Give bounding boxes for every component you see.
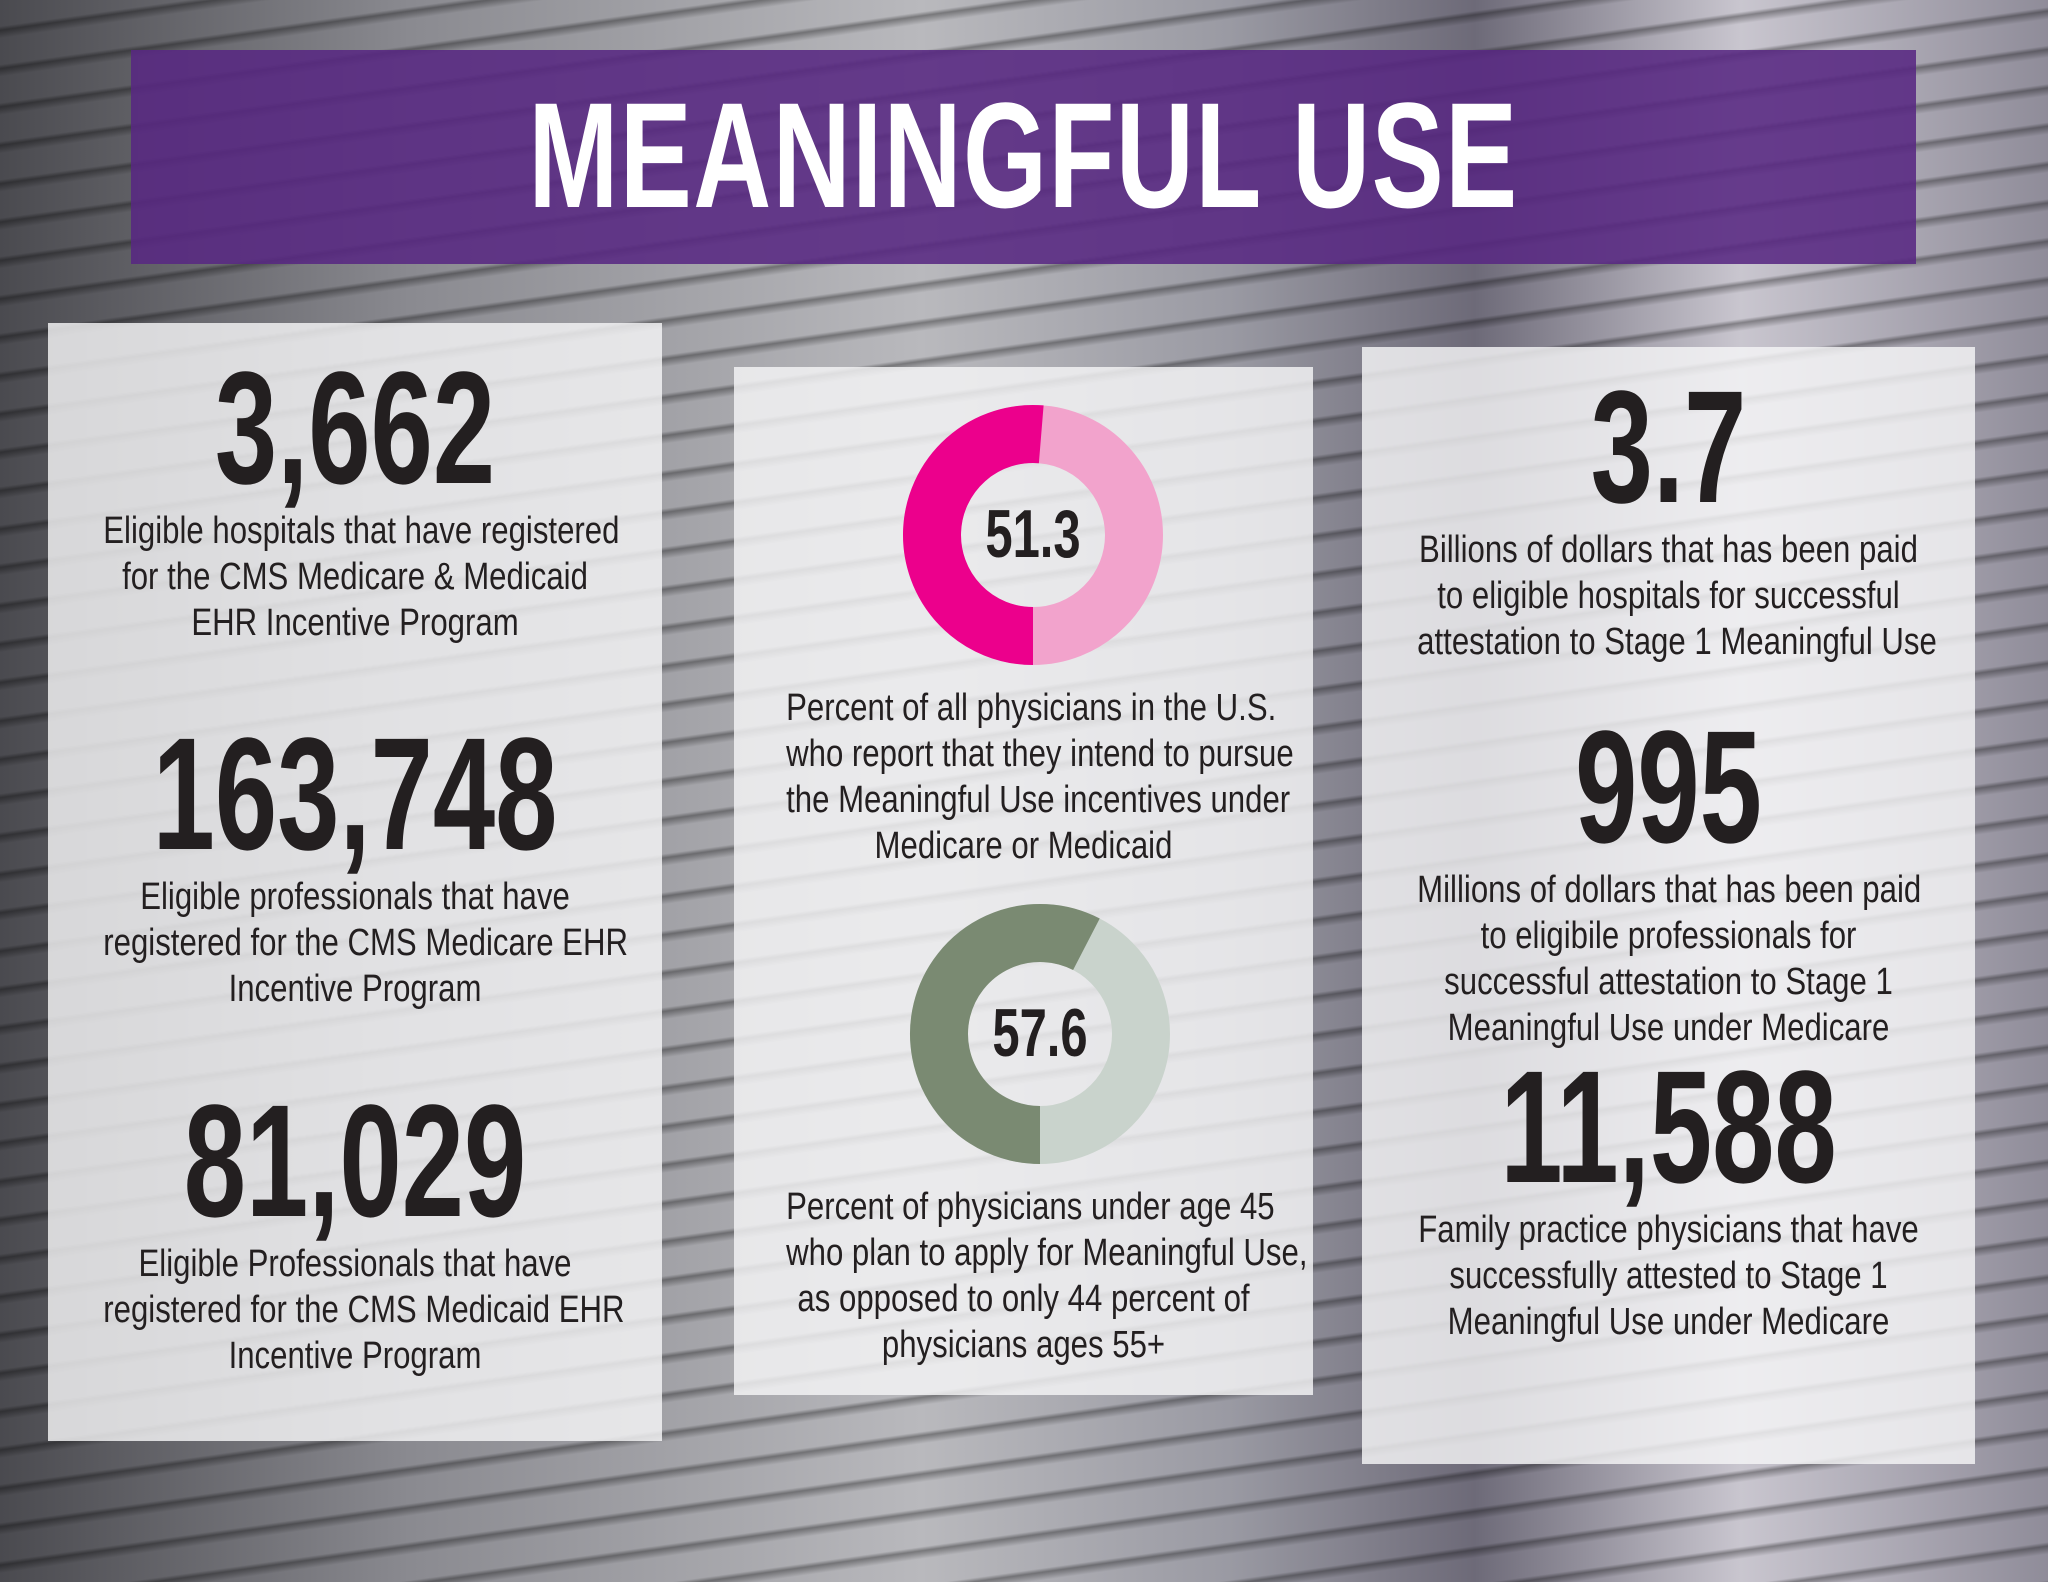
stat-description: who plan to apply for Meaningful Use, (786, 1232, 1308, 1274)
stat-block: 3,662 Eligible hospitals that have regist… (48, 348, 662, 646)
stat-block: Percent of physicians under age 45 who pl… (734, 1184, 1313, 1368)
stat-description: Eligible Professionals that have (138, 1243, 572, 1285)
stat-block: 11,588 Family practice physicians that ha… (1362, 1047, 1975, 1345)
stat-description: to eligible hospitals for successful (1437, 575, 1900, 617)
stat-description: for the CMS Medicare & Medicaid (122, 556, 588, 598)
stat-value: 163,748 (152, 704, 558, 883)
stat-description: Eligible professionals that have (140, 876, 570, 918)
stat-value: 3,662 (214, 338, 496, 517)
stat-description: EHR Incentive Program (191, 602, 519, 644)
stat-description: Percent of all physicians in the U.S. (786, 687, 1277, 729)
stat-description: Eligible hospitals that have registered (103, 510, 620, 552)
stat-block: 81,029 Eligible Professionals that have re… (48, 1081, 662, 1379)
stat-value: 995 (1575, 697, 1762, 876)
page-title: MEANINGFUL USE (528, 71, 1519, 239)
stat-description: successful attestation to Stage 1 (1444, 961, 1893, 1003)
stat-block: 163,748 Eligible professionals that have r… (48, 714, 662, 1012)
donut-label: 51.3 (985, 496, 1081, 572)
left-panel: 3,662 Eligible hospitals that have regist… (48, 323, 662, 1441)
stat-description: registered for the CMS Medicare EHR (103, 922, 628, 964)
stat-description: Percent of physicians under age 45 (786, 1186, 1275, 1228)
donut-value-arc (903, 405, 1044, 665)
donut-chart (910, 904, 1170, 1164)
stat-description: physicians ages 55+ (881, 1324, 1166, 1366)
stat-description: Millions of dollars that has been paid (1417, 869, 1922, 911)
stat-description: attestation to Stage 1 Meaningful Use (1417, 621, 1937, 663)
title-banner: MEANINGFUL USE (131, 50, 1916, 264)
stat-description: Family practice physicians that have (1418, 1209, 1919, 1251)
stat-description: Meaningful Use under Medicare (1447, 1301, 1890, 1343)
stat-block: 3.7 Billions of dollars that has been pai… (1362, 367, 1975, 665)
stat-description: as opposed to only 44 percent of (797, 1278, 1250, 1320)
stat-value: 81,029 (183, 1071, 527, 1250)
stat-description: who report that they intend to pursue (786, 733, 1294, 775)
donut-label: 57.6 (992, 995, 1088, 1071)
middle-panel: 51.3 Percent of all physicians in the U.S… (734, 367, 1313, 1395)
donut-chart (903, 405, 1163, 665)
stat-description: the Meaningful Use incentives under (786, 779, 1291, 821)
stat-description: Meaningful Use under Medicare (1447, 1007, 1890, 1049)
stat-description: Billions of dollars that has been paid (1419, 529, 1918, 571)
stat-description: Incentive Program (228, 1335, 482, 1377)
stat-description: to eligibile professionals for (1480, 915, 1857, 957)
stat-block: Percent of all physicians in the U.S. who… (734, 685, 1313, 869)
donut-value-arc (910, 904, 1100, 1164)
stat-value: 3.7 (1590, 357, 1747, 536)
stat-description: Incentive Program (228, 968, 482, 1010)
stat-description: Medicare or Medicaid (874, 825, 1173, 867)
stat-description: successfully attested to Stage 1 (1449, 1255, 1888, 1297)
stat-block: 995 Millions of dollars that has been pai… (1362, 707, 1975, 1051)
stat-description: registered for the CMS Medicaid EHR (103, 1289, 625, 1331)
stat-value: 11,588 (1500, 1037, 1837, 1216)
right-panel: 3.7 Billions of dollars that has been pai… (1362, 347, 1975, 1464)
